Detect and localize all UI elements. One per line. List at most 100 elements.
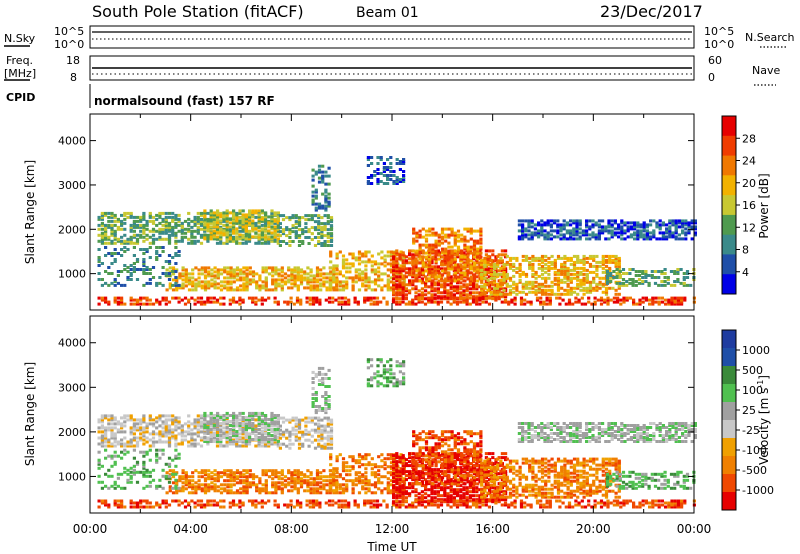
power-cell [574,296,578,300]
power-cell [641,281,645,285]
power-cell [247,231,252,235]
velocity-cell [174,418,178,422]
power-cell [667,302,671,306]
power-cell [194,284,198,288]
velocity-cell [228,428,232,431]
power-cell [521,229,525,233]
power-cell [273,231,277,235]
power-cell [601,227,605,231]
power-cell [415,279,419,283]
power-cell [247,296,252,300]
power-cell [527,219,531,223]
power-cell [447,227,451,231]
power-cell [238,211,242,215]
power-cell [585,231,589,235]
power-cell [389,288,394,292]
power-cell [113,229,117,233]
velocity-cell [132,438,136,442]
power-cell [145,221,149,225]
power-cell [345,270,349,274]
velocity-cell [251,418,255,421]
velocity-cell [238,411,242,415]
velocity-cell [323,426,327,430]
power-cell [270,221,274,225]
power-cell [440,263,445,267]
power-cell [113,296,117,300]
power-cell [323,244,327,247]
power-cell [311,198,315,202]
power-cell [228,221,232,225]
power-cell [281,240,286,243]
velocity-cell [199,424,204,428]
power-cell [604,258,609,262]
power-cell [216,274,220,278]
power-cell [212,231,216,235]
power-cell [578,221,582,225]
power-cell [311,296,316,300]
power-cell [427,267,431,271]
power-cell [463,247,467,251]
power-cell [244,231,248,235]
velocity-cell [326,434,330,438]
power-cell [386,176,390,179]
power-cell [684,221,688,225]
power-cell [258,288,262,292]
power-cell [164,225,168,229]
power-cell [633,225,637,229]
power-cell [351,264,355,268]
power-cell [357,272,362,276]
velocity-cell [139,418,143,422]
power-cell [244,225,248,229]
power-cell [631,281,635,285]
velocity-cell [104,416,108,420]
power-cell [478,257,482,261]
power-cell [264,229,268,233]
power-cell [417,255,421,259]
power-cell [582,256,586,260]
power-cell [505,282,509,286]
power-cell [364,260,368,264]
velocity-cell [297,430,302,434]
power-cell [443,253,447,257]
power-cell [100,215,104,219]
power-cell [200,286,204,290]
power-cell [311,178,315,182]
power-cell [595,268,599,272]
power-cell [226,266,230,270]
power-cell [447,257,451,261]
power-cell [469,229,473,233]
velocity-cell [226,485,230,489]
power-cell [597,233,601,237]
power-cell [225,229,229,233]
power-cell [449,297,453,301]
power-cell [642,233,646,237]
velocity-cell [216,440,220,443]
power-cell [232,237,236,241]
power-cell [251,227,255,231]
power-cell [500,269,504,273]
power-cell [447,273,451,277]
power-cell [414,263,418,267]
power-cell [479,255,483,259]
velocity-cell [194,491,198,495]
velocity-cell [212,434,216,437]
power-cell [437,253,441,257]
power-cell [521,254,525,258]
velocity-cell [273,428,277,431]
power-cell [502,262,506,266]
velocity-cell [235,440,239,443]
power-cell [244,215,248,219]
power-cell [508,266,513,270]
power-cell [313,226,318,230]
velocity-cell [110,418,114,422]
velocity-cell [209,440,213,443]
velocity-cell [181,471,185,475]
velocity-cell [132,418,136,422]
power-cell [499,258,503,262]
power-cell [238,225,242,229]
power-cell [270,209,274,213]
velocity-cell [278,432,282,436]
power-cell [572,221,576,225]
power-cell [199,302,204,306]
power-cell [383,272,387,276]
